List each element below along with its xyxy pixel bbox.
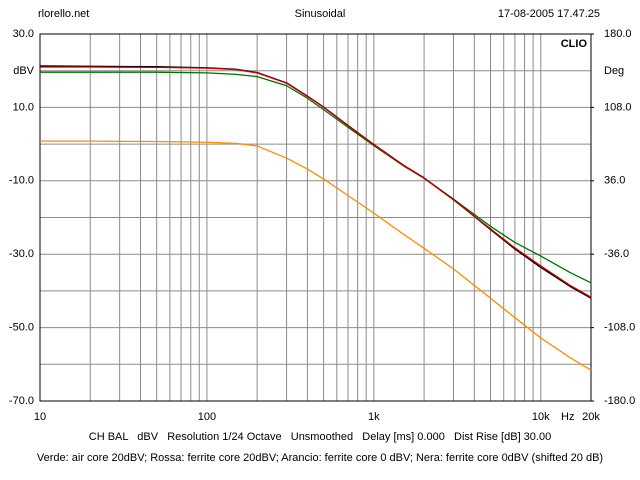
y-tick-label: -50.0 [9,322,34,334]
y2-tick-label: -36.0 [604,248,629,260]
y2-tick-label: -108.0 [604,322,635,334]
y-tick-label: 30.0 [13,28,34,40]
x-tick-label: 20k [582,411,600,423]
y2-tick-label: 180.0 [604,28,632,40]
y2-tick-label: 108.0 [604,101,632,113]
x-tick-label: 100 [198,411,216,423]
plot-frame [39,33,592,402]
header-right: 17-08-2005 17.47.25 [498,8,600,20]
chart-title: Sinusoidal [295,8,346,20]
series-line [40,71,592,284]
series-line [40,66,592,298]
y2-tick-label: 36.0 [604,175,625,187]
y-tick-label: -10.0 [9,175,34,187]
y-tick-label: 10.0 [13,101,34,113]
series-line [40,140,592,371]
series-line [39,65,592,299]
x-tick-label: 10 [34,411,46,423]
x-label: Hz [561,411,574,423]
brand: CLIO [561,38,588,50]
header-left: rlorello.net [38,8,89,20]
y-label: dBV [13,65,34,77]
x-tick-label: 10k [532,411,550,423]
y-tick-label: -30.0 [9,248,34,260]
y-tick-label: -70.0 [9,395,34,407]
y2-tick-label: -180.0 [604,395,635,407]
footer-legend: Verde: air core 20dBV; Rossa: ferrite co… [37,452,603,464]
y2-label: Deg [604,65,624,77]
footer-settings: CH BAL dBV Resolution 1/24 Octave Unsmoo… [89,431,551,443]
x-tick-label: 1k [368,411,380,423]
